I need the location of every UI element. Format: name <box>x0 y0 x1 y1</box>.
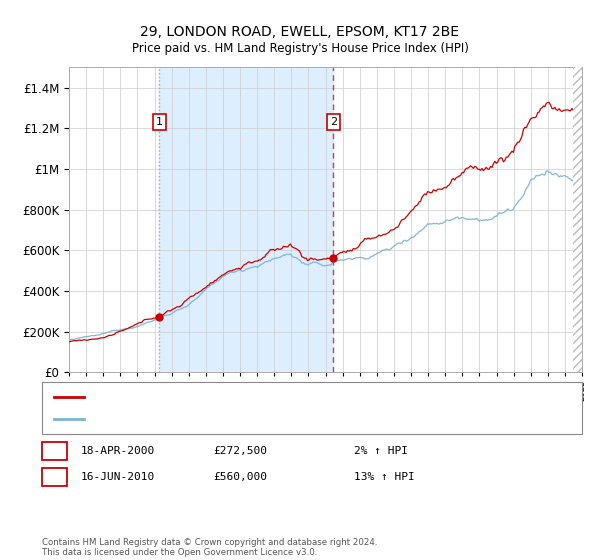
Text: Contains HM Land Registry data © Crown copyright and database right 2024.
This d: Contains HM Land Registry data © Crown c… <box>42 538 377 557</box>
Text: 16-JUN-2010: 16-JUN-2010 <box>81 472 155 482</box>
Text: 13% ↑ HPI: 13% ↑ HPI <box>354 472 415 482</box>
Text: 2% ↑ HPI: 2% ↑ HPI <box>354 446 408 456</box>
Text: HPI: Average price, detached house, Epsom and Ewell: HPI: Average price, detached house, Epso… <box>87 414 368 424</box>
Text: 29, LONDON ROAD, EWELL, EPSOM, KT17 2BE (detached house): 29, LONDON ROAD, EWELL, EPSOM, KT17 2BE … <box>87 391 421 402</box>
Text: 29, LONDON ROAD, EWELL, EPSOM, KT17 2BE: 29, LONDON ROAD, EWELL, EPSOM, KT17 2BE <box>140 25 460 39</box>
Text: 18-APR-2000: 18-APR-2000 <box>81 446 155 456</box>
Text: £272,500: £272,500 <box>213 446 267 456</box>
Text: £560,000: £560,000 <box>213 472 267 482</box>
Bar <box>160 67 333 372</box>
Bar <box>574 67 582 372</box>
Text: 2: 2 <box>329 117 337 127</box>
Text: 2: 2 <box>51 470 58 484</box>
Text: Price paid vs. HM Land Registry's House Price Index (HPI): Price paid vs. HM Land Registry's House … <box>131 42 469 55</box>
Text: 1: 1 <box>156 117 163 127</box>
Text: 1: 1 <box>51 444 58 458</box>
